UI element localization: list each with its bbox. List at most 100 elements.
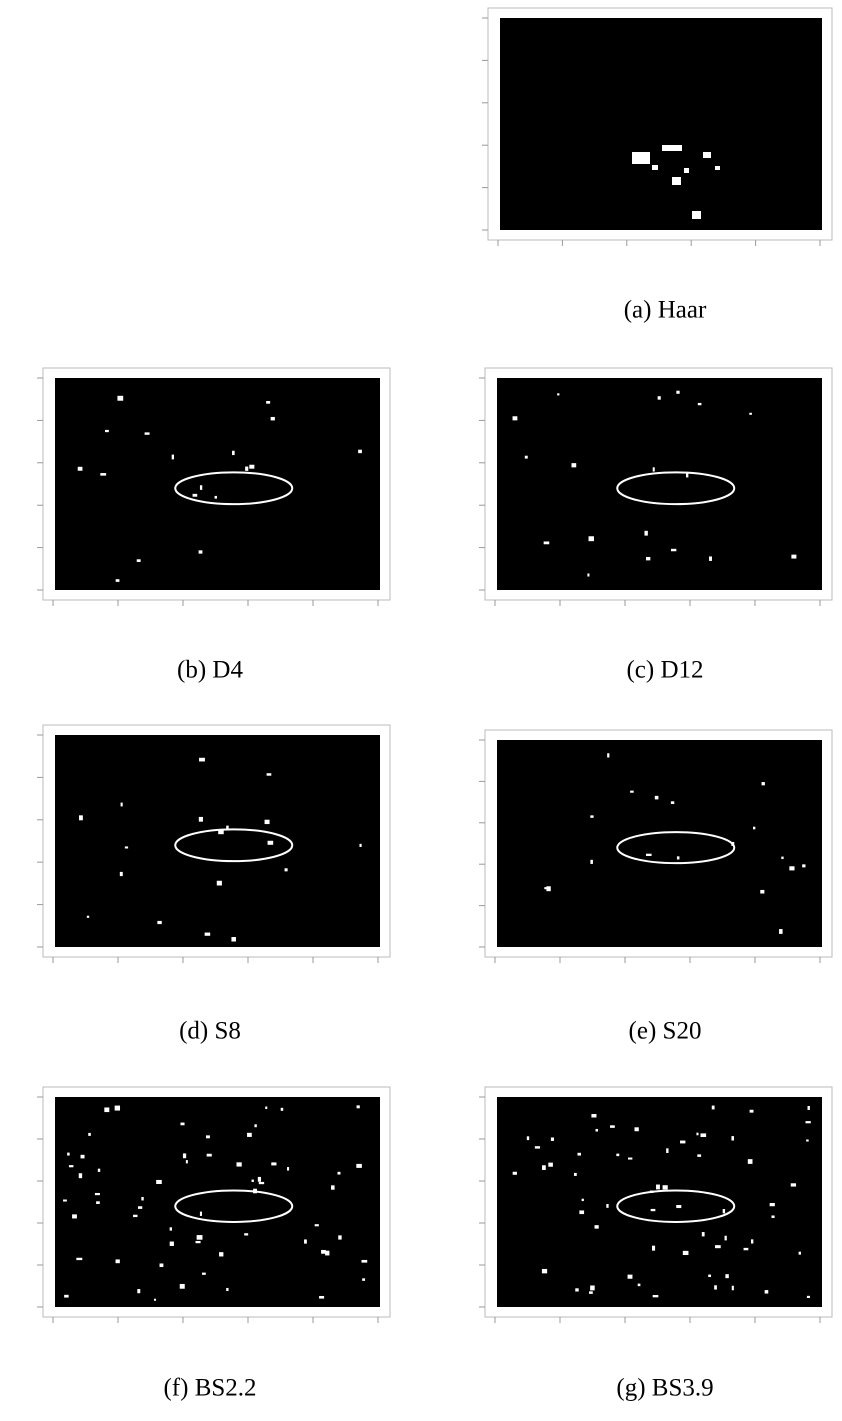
speck (657, 396, 661, 400)
speck (185, 1160, 188, 1164)
speck (199, 485, 203, 490)
axes-frame (484, 729, 833, 958)
caption: (b) D4 (177, 657, 243, 684)
caption: (f) BS2.2 (163, 1375, 256, 1402)
speck (214, 495, 218, 499)
speck (806, 1139, 809, 1142)
speck (196, 1235, 203, 1240)
speck (115, 579, 120, 582)
speck (670, 548, 677, 552)
speck (247, 1132, 252, 1137)
image (497, 740, 822, 947)
speck (715, 1245, 721, 1249)
speck (686, 472, 689, 478)
speck (67, 1152, 70, 1156)
speck (731, 841, 735, 846)
speck (314, 1224, 319, 1227)
speck (761, 782, 765, 786)
speck (806, 1295, 810, 1299)
speck (77, 466, 83, 471)
speck (179, 1283, 185, 1289)
speck (543, 541, 550, 545)
speck (156, 1179, 162, 1185)
speck (245, 466, 249, 471)
speck (650, 1208, 656, 1212)
speck (579, 1210, 585, 1215)
speck (696, 1132, 699, 1136)
speck (137, 1289, 141, 1294)
speck (359, 843, 362, 847)
speck (169, 1241, 174, 1246)
speck (253, 1188, 257, 1194)
speck (226, 825, 229, 831)
speck (627, 1157, 633, 1160)
speck (760, 889, 765, 894)
image (500, 18, 822, 230)
speck (807, 1105, 810, 1110)
speck (86, 915, 90, 918)
speck (251, 1179, 254, 1182)
image (55, 378, 380, 590)
speck (577, 1152, 581, 1156)
speck (249, 464, 255, 469)
axes-frame (42, 1086, 391, 1318)
speck (257, 1176, 262, 1182)
speck (271, 1162, 277, 1166)
speck (722, 1209, 726, 1214)
speck (182, 1153, 187, 1159)
speck (771, 1215, 775, 1218)
panel: (a) Haar (482, 7, 833, 324)
speck (749, 412, 752, 415)
speck (589, 1291, 593, 1294)
speck (571, 463, 577, 468)
speck (791, 554, 797, 559)
speck (725, 1274, 729, 1279)
blob (684, 168, 689, 173)
speck (105, 429, 109, 433)
axes-frame (487, 7, 833, 241)
axes-frame (42, 367, 391, 601)
speck (708, 1274, 712, 1277)
speck (591, 1114, 597, 1118)
speck (512, 1171, 517, 1175)
speck (700, 1133, 707, 1137)
speck (764, 1290, 769, 1294)
speck (266, 401, 271, 404)
speck (265, 1106, 268, 1110)
speck (356, 1163, 362, 1168)
speck (97, 1168, 101, 1172)
speck (644, 530, 648, 536)
speck (512, 416, 518, 421)
speck (607, 753, 610, 758)
speck (232, 450, 235, 456)
speck (267, 840, 274, 845)
speck (321, 1249, 326, 1254)
speck (226, 1287, 229, 1292)
speck (216, 880, 222, 886)
speck (206, 1153, 212, 1157)
speck (284, 868, 288, 872)
caption: (c) D12 (626, 657, 703, 684)
speck (117, 395, 124, 401)
blob (652, 165, 658, 170)
speck (546, 886, 551, 892)
contour (174, 828, 294, 863)
speck (171, 454, 174, 460)
speck (587, 573, 590, 577)
speck (753, 826, 756, 830)
blob (715, 166, 720, 170)
speck (120, 802, 123, 807)
speck (100, 473, 107, 476)
speck (747, 1159, 753, 1164)
speck (637, 1283, 641, 1287)
speck (264, 819, 270, 825)
speck (80, 1154, 85, 1159)
speck (590, 859, 593, 864)
speck (634, 1127, 639, 1132)
speck (254, 1124, 257, 1128)
speck (548, 1162, 553, 1167)
speck (231, 937, 236, 942)
speck (180, 1122, 185, 1126)
speck (590, 1285, 595, 1291)
speck (588, 536, 594, 542)
